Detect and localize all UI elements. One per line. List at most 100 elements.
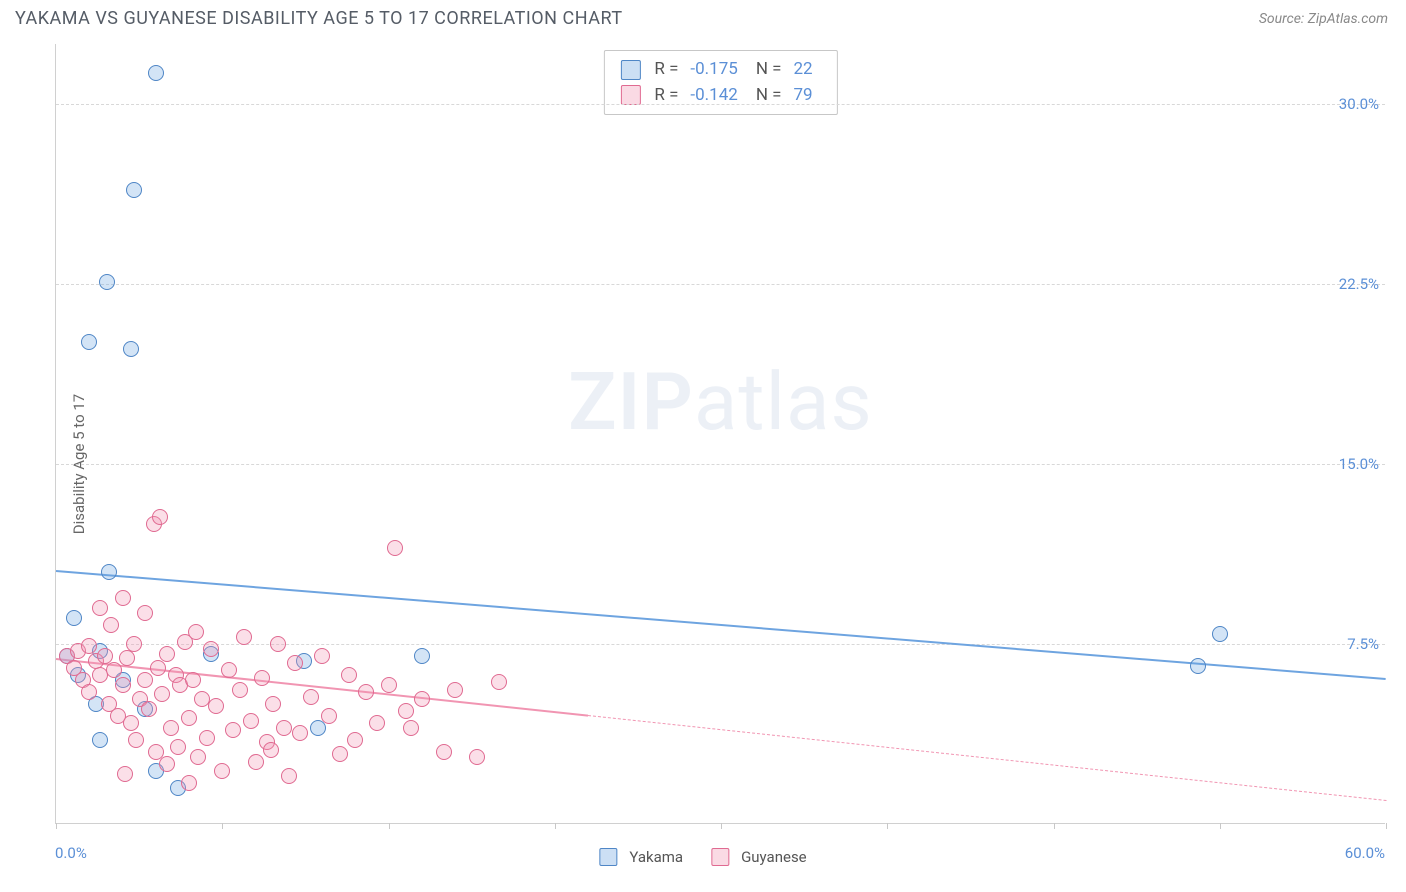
- x-tick-mark: [1220, 823, 1221, 829]
- data-point: [263, 742, 279, 758]
- data-point: [150, 660, 166, 676]
- data-point: [92, 600, 108, 616]
- chart-source: Source: ZipAtlas.com: [1259, 11, 1388, 27]
- stat-r-value: -0.175: [690, 57, 737, 83]
- data-point: [358, 684, 374, 700]
- x-max-label: 60.0%: [1345, 844, 1385, 862]
- stats-row: R = -0.175 N = 22: [620, 57, 820, 83]
- gridline: [56, 644, 1385, 645]
- data-point: [414, 691, 430, 707]
- data-point: [152, 509, 168, 525]
- data-point: [81, 334, 97, 350]
- data-point: [303, 689, 319, 705]
- watermark: ZIPatlas: [568, 355, 873, 449]
- data-point: [101, 564, 117, 580]
- bottom-legend: Yakama Guyanese: [599, 848, 806, 866]
- data-point: [369, 715, 385, 731]
- legend-label: Yakama: [629, 848, 683, 866]
- data-point: [1212, 626, 1228, 642]
- data-point: [99, 274, 115, 290]
- data-point: [66, 610, 82, 626]
- stat-n-value: 22: [794, 57, 813, 83]
- data-point: [154, 686, 170, 702]
- x-tick-mark: [56, 823, 57, 829]
- gridline: [56, 104, 1385, 105]
- x-tick-mark: [887, 823, 888, 829]
- data-point: [387, 540, 403, 556]
- data-point: [126, 636, 142, 652]
- plot-region: ZIPatlas R = -0.175N = 22R = -0.142N = 7…: [55, 44, 1385, 824]
- data-point: [148, 65, 164, 81]
- data-point: [270, 636, 286, 652]
- data-point: [170, 739, 186, 755]
- data-point: [276, 720, 292, 736]
- data-point: [314, 648, 330, 664]
- legend-swatch: [711, 848, 729, 866]
- data-point: [203, 641, 219, 657]
- y-tick-label: 30.0%: [1339, 95, 1379, 113]
- data-point: [332, 746, 348, 762]
- data-point: [243, 713, 259, 729]
- gridline: [56, 284, 1385, 285]
- data-point: [123, 715, 139, 731]
- data-point: [208, 698, 224, 714]
- x-min-label: 0.0%: [55, 844, 87, 862]
- data-point: [141, 701, 157, 717]
- data-point: [185, 672, 201, 688]
- data-point: [159, 756, 175, 772]
- data-point: [123, 341, 139, 357]
- data-point: [265, 696, 281, 712]
- stat-r-label: R =: [654, 57, 678, 83]
- stat-n-label: N =: [756, 57, 782, 83]
- data-point: [221, 662, 237, 678]
- data-point: [447, 682, 463, 698]
- trend-line: [56, 570, 1386, 680]
- data-point: [214, 763, 230, 779]
- data-point: [347, 732, 363, 748]
- x-tick-mark: [389, 823, 390, 829]
- data-point: [321, 708, 337, 724]
- data-point: [115, 590, 131, 606]
- data-point: [159, 646, 175, 662]
- data-point: [117, 766, 133, 782]
- y-tick-label: 15.0%: [1339, 455, 1379, 473]
- data-point: [398, 703, 414, 719]
- stats-legend-box: R = -0.175N = 22R = -0.142N = 79: [603, 50, 837, 115]
- data-point: [491, 674, 507, 690]
- data-point: [126, 182, 142, 198]
- data-point: [1190, 658, 1206, 674]
- data-point: [181, 775, 197, 791]
- data-point: [436, 744, 452, 760]
- data-point: [137, 605, 153, 621]
- x-tick-mark: [1054, 823, 1055, 829]
- data-point: [81, 684, 97, 700]
- data-point: [292, 725, 308, 741]
- data-point: [469, 749, 485, 765]
- data-point: [188, 624, 204, 640]
- legend-item: Yakama: [599, 848, 683, 866]
- data-point: [341, 667, 357, 683]
- data-point: [97, 648, 113, 664]
- data-point: [119, 650, 135, 666]
- data-point: [236, 629, 252, 645]
- data-point: [181, 710, 197, 726]
- y-tick-label: 7.5%: [1347, 635, 1379, 653]
- x-tick-mark: [555, 823, 556, 829]
- legend-label: Guyanese: [741, 848, 807, 866]
- data-point: [92, 732, 108, 748]
- data-point: [254, 670, 270, 686]
- chart-area: Disability Age 5 to 17 ZIPatlas R = -0.1…: [15, 44, 1391, 884]
- data-point: [106, 662, 122, 678]
- data-point: [248, 754, 264, 770]
- data-point: [225, 722, 241, 738]
- x-tick-mark: [1386, 823, 1387, 829]
- x-tick-mark: [222, 823, 223, 829]
- x-tick-mark: [721, 823, 722, 829]
- data-point: [287, 655, 303, 671]
- trend-line: [588, 715, 1386, 801]
- legend-item: Guyanese: [711, 848, 807, 866]
- data-point: [281, 768, 297, 784]
- data-point: [128, 732, 144, 748]
- data-point: [381, 677, 397, 693]
- legend-swatch: [599, 848, 617, 866]
